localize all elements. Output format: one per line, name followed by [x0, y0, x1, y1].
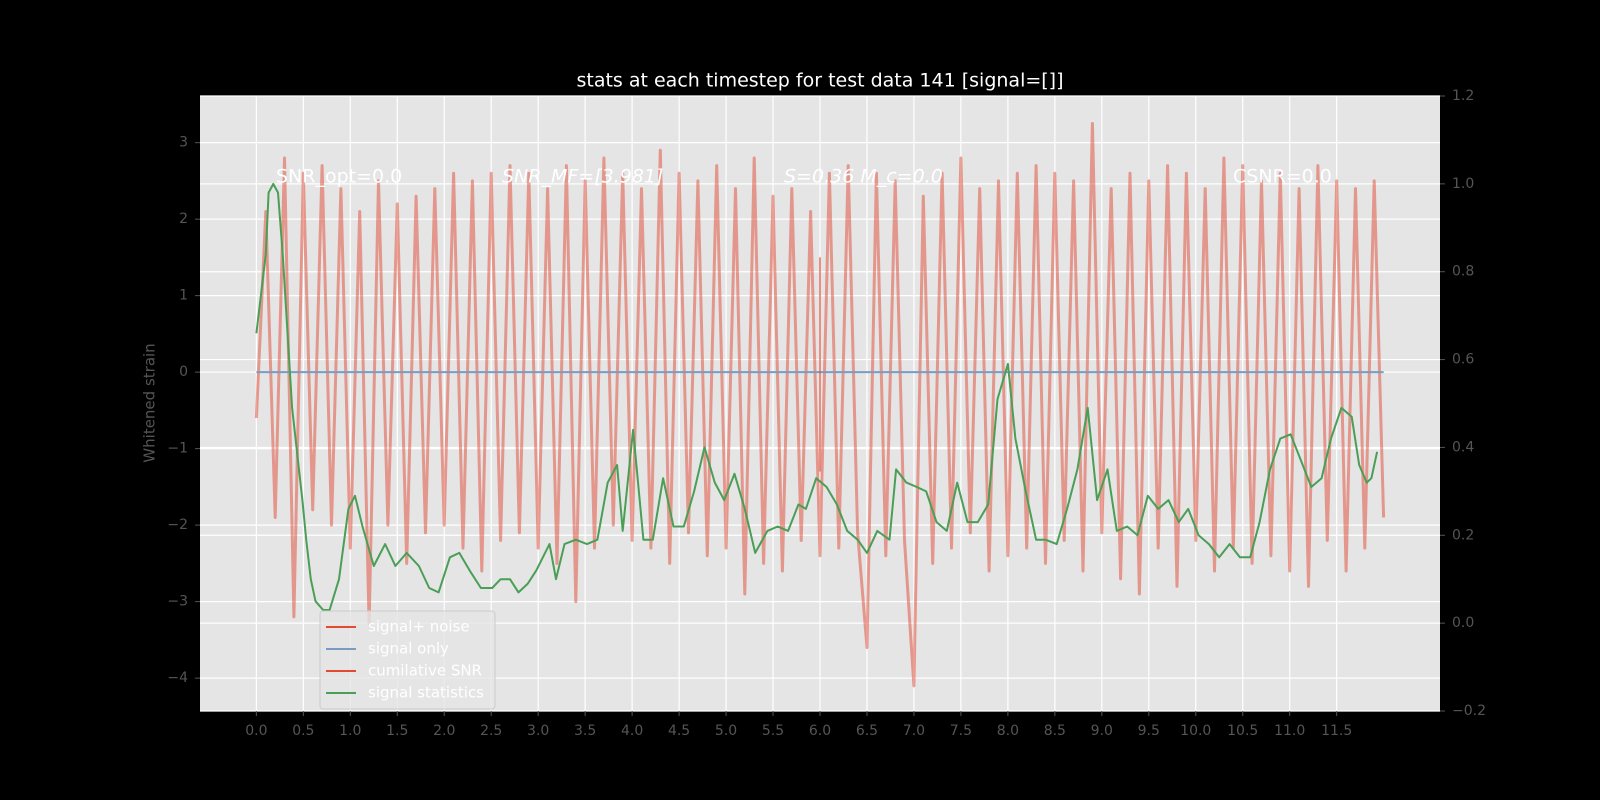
x-tick-label: 11.5: [1321, 723, 1352, 739]
legend-label: signal statistics: [368, 684, 484, 702]
x-tick-label: 11.0: [1274, 723, 1305, 739]
annotation: CSNR=0.0: [1233, 166, 1332, 188]
legend-label: signal only: [368, 640, 449, 658]
x-tick-label: 6.0: [809, 723, 831, 739]
x-tick-label: 10.5: [1227, 723, 1258, 739]
x-tick-label: 9.0: [1091, 723, 1113, 739]
x-tick-label: 0.5: [292, 723, 314, 739]
x-tick-label: 1.0: [339, 723, 361, 739]
x-tick-label: 10.0: [1180, 723, 1211, 739]
y2-tick-label: 0.0: [1452, 615, 1474, 631]
series-line: [254, 122, 1386, 688]
y2-tick-label: 1.2: [1452, 88, 1474, 104]
annotation: S=0.36 M_c=0.0: [784, 166, 943, 188]
y-axis-label: Whitened strain: [141, 343, 159, 462]
x-tick-label: 9.5: [1138, 723, 1160, 739]
x-tick-label: 8.5: [1044, 723, 1066, 739]
legend-label: signal+ noise: [368, 618, 470, 636]
y-tick-label: 3: [179, 135, 188, 151]
y-tick-label: 1: [179, 288, 188, 304]
x-tick-label: 2.5: [480, 723, 502, 739]
x-tick-label: 5.5: [762, 723, 784, 739]
x-tick-label: 4.0: [621, 723, 643, 739]
x-tick-label: 7.5: [950, 723, 972, 739]
y-tick-label: 2: [179, 211, 188, 227]
annotation: SNR_MF=[3.981]: [502, 166, 663, 188]
x-tick-label: 4.5: [668, 723, 690, 739]
y-tick-label: −4: [167, 670, 188, 686]
y2-tick-label: 0.4: [1452, 439, 1474, 455]
labels: 0.0 0.5 1.0 1.5 2.0 2.5 3.0 3.5 4.0 4.5 5.0 5.5 6.0 6…: [167, 88, 1486, 739]
chart-title: stats at each timestep for test data 141…: [576, 70, 1063, 92]
y-tick-label: −2: [167, 517, 188, 533]
x-tick-label: 5.0: [715, 723, 737, 739]
legend-box: [319, 610, 496, 710]
y-tick-label: −1: [167, 441, 188, 457]
legend-label: cumilative SNR: [368, 662, 482, 680]
x-tick-label: 3.5: [574, 723, 596, 739]
x-tick-label: 1.5: [386, 723, 408, 739]
x-tick-label: 2.0: [433, 723, 455, 739]
x-tick-label: 6.5: [856, 723, 878, 739]
x-tick-label: 0.0: [245, 723, 267, 739]
y2-tick-label: 0.8: [1452, 264, 1474, 280]
y2-tick-label: 0.6: [1452, 352, 1474, 368]
x-tick-label: 3.0: [527, 723, 549, 739]
x-tick-label: 8.0: [997, 723, 1019, 739]
plot-marks: [254, 122, 1386, 688]
y2-tick-label: 1.0: [1452, 176, 1474, 192]
annotation: SNR_opt=0.0: [276, 166, 402, 188]
legend: signal+ noise signal only cumilative SNR si…: [319, 610, 496, 710]
series-line: [255, 182, 1379, 611]
y2-tick-label: 0.2: [1452, 527, 1474, 543]
y2-tick-label: −0.2: [1452, 703, 1486, 719]
y-tick-label: 0: [179, 364, 188, 380]
x-tick-label: 7.0: [903, 723, 925, 739]
y-tick-label: −3: [167, 594, 188, 610]
